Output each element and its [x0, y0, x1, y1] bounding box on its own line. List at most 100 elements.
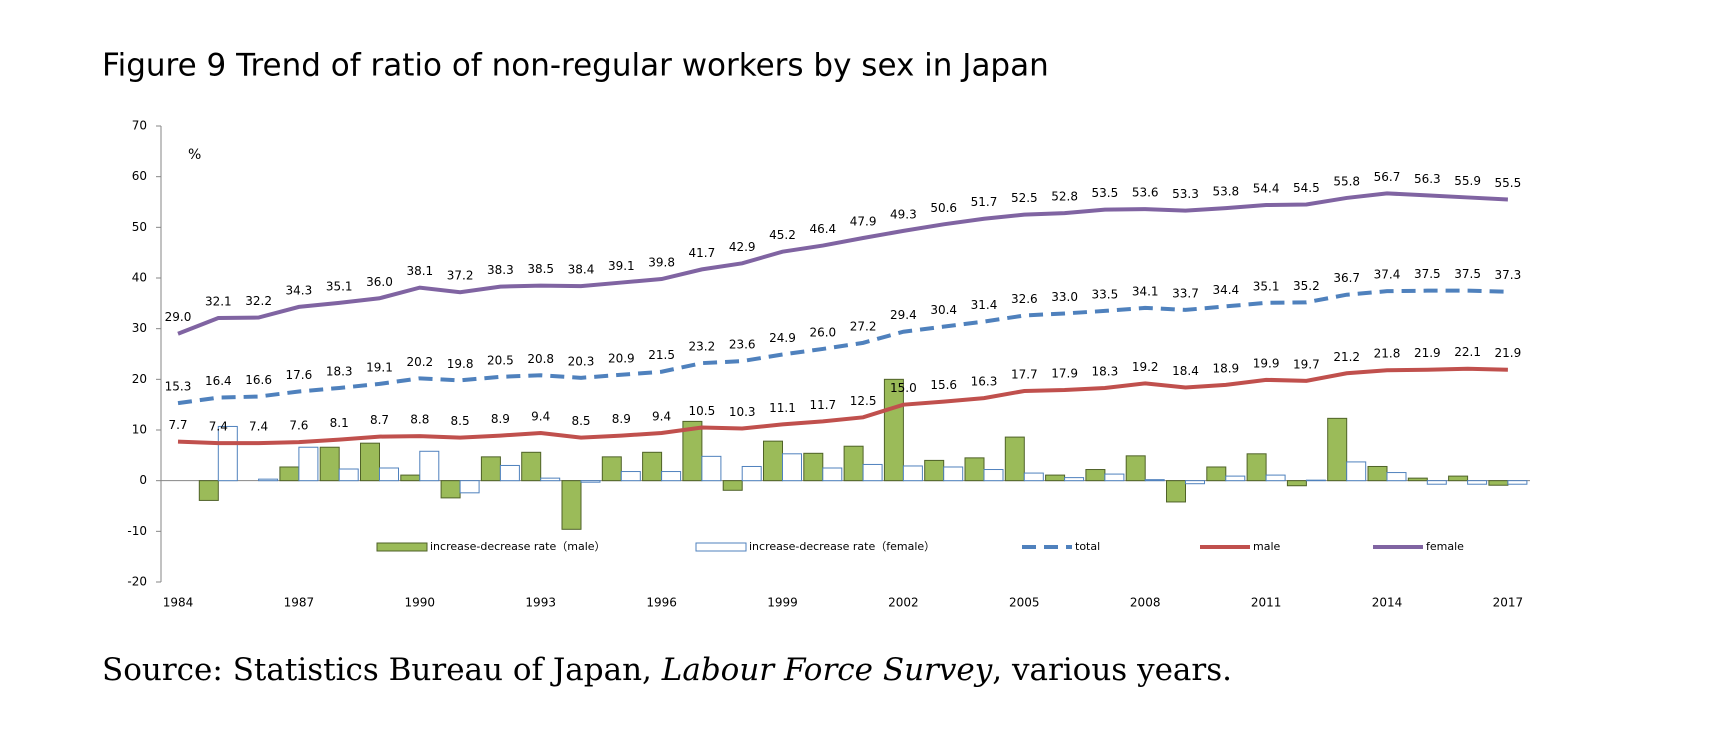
bar: [258, 478, 279, 482]
data-label: 19.8: [447, 357, 474, 371]
data-label: 37.4: [1374, 268, 1401, 282]
data-label: 24.9: [769, 331, 796, 345]
data-label: 19.1: [366, 360, 393, 374]
data-label: 21.8: [1374, 347, 1401, 361]
x-tick-label: 2014: [1372, 596, 1403, 610]
data-label: 17.9: [1051, 366, 1078, 380]
data-label: 33.7: [1172, 286, 1199, 300]
data-label: 41.7: [689, 246, 716, 260]
bar: [298, 446, 319, 482]
data-label: 36.7: [1333, 271, 1360, 285]
data-label: 18.3: [326, 364, 353, 378]
bar: [1104, 473, 1125, 482]
source: Source: Statistics Bureau of Japan, Labo…: [102, 652, 1232, 688]
source-text: , various years.: [992, 652, 1232, 688]
data-label: 8.9: [612, 412, 631, 426]
x-tick-label: 1990: [405, 596, 436, 610]
y-tick-label: 30: [132, 321, 147, 335]
data-label: 27.2: [850, 319, 877, 333]
data-label: 30.4: [930, 303, 957, 317]
y-tick-label: 0: [139, 473, 147, 487]
x-tick-label: 2002: [888, 596, 919, 610]
bar: [642, 451, 663, 482]
data-label: 39.1: [608, 259, 635, 273]
line: [177, 191, 1509, 336]
data-label: 42.9: [729, 240, 756, 254]
data-label: 34.3: [286, 283, 313, 297]
data-label: 16.3: [971, 375, 998, 389]
data-label: 33.0: [1051, 290, 1078, 304]
data-label: 37.5: [1414, 267, 1441, 281]
data-label: 15.3: [165, 380, 192, 394]
data-label: 46.4: [809, 222, 836, 236]
bar: [1125, 455, 1146, 482]
bar: [279, 466, 300, 482]
bar: [561, 480, 582, 530]
bar: [499, 464, 520, 482]
bar: [741, 465, 762, 482]
legend-label: female: [1426, 540, 1464, 553]
bar: [459, 480, 480, 494]
data-label: 10.5: [689, 404, 716, 418]
data-label: 20.9: [608, 351, 635, 365]
data-label: 8.9: [491, 412, 510, 426]
y-tick-label: -20: [127, 575, 147, 589]
x-tick-label: 1984: [163, 596, 194, 610]
y-tick-label: -10: [127, 524, 147, 538]
bar: [1166, 480, 1186, 503]
x-tick-label: 1993: [525, 596, 556, 610]
data-label: 19.9: [1253, 356, 1280, 370]
bar: [902, 465, 923, 482]
data-label: 52.8: [1051, 190, 1078, 204]
bar: [1185, 480, 1205, 485]
bar: [521, 451, 542, 482]
data-label: 9.4: [652, 410, 671, 424]
data-label: 35.2: [1293, 279, 1320, 293]
bar: [1467, 480, 1488, 485]
data-label: 10.3: [729, 405, 756, 419]
y-unit: %: [188, 147, 201, 163]
source-title: Labour Force Survey: [661, 652, 993, 688]
x-tick-label: 2008: [1130, 596, 1161, 610]
data-label: 19.2: [1132, 360, 1159, 374]
bar: [1488, 480, 1509, 486]
data-label: 50.6: [930, 201, 957, 215]
bar: [1265, 474, 1286, 482]
data-label: 17.7: [1011, 367, 1038, 381]
data-label: 37.5: [1454, 267, 1481, 281]
data-label: 56.3: [1414, 172, 1441, 186]
line: [177, 288, 1508, 406]
data-label: 32.1: [205, 295, 232, 309]
legend-label: increase-decrease rate（male）: [430, 540, 606, 553]
data-label: 18.4: [1172, 364, 1199, 378]
bar: [1367, 465, 1388, 482]
data-label: 52.5: [1011, 191, 1038, 205]
data-label: 37.2: [447, 269, 474, 283]
x-tick-label: 1996: [646, 596, 677, 610]
bar: [682, 420, 703, 482]
bar: [198, 480, 219, 501]
data-label: 38.3: [487, 263, 514, 277]
data-label: 54.5: [1293, 181, 1320, 195]
bar: [440, 480, 461, 499]
bar: [620, 471, 641, 482]
y-tick-label: 20: [132, 372, 147, 386]
data-label: 29.4: [890, 308, 917, 322]
data-label: 36.0: [366, 275, 393, 289]
data-label: 7.4: [249, 420, 268, 434]
data-label: 47.9: [850, 214, 877, 228]
y-tick-label: 40: [132, 271, 147, 285]
source-text: Source: Statistics Bureau of Japan,: [102, 652, 662, 688]
data-label: 55.9: [1454, 174, 1481, 188]
legend-swatch: [695, 542, 747, 552]
data-label: 21.2: [1333, 350, 1360, 364]
bar: [1004, 436, 1025, 482]
data-label: 54.4: [1253, 182, 1280, 196]
bar: [1144, 479, 1165, 482]
data-label: 55.8: [1333, 174, 1360, 188]
bar: [601, 456, 622, 482]
bar: [360, 442, 380, 482]
bar: [580, 480, 601, 483]
bar: [943, 466, 964, 482]
legend-label: male: [1253, 540, 1281, 553]
